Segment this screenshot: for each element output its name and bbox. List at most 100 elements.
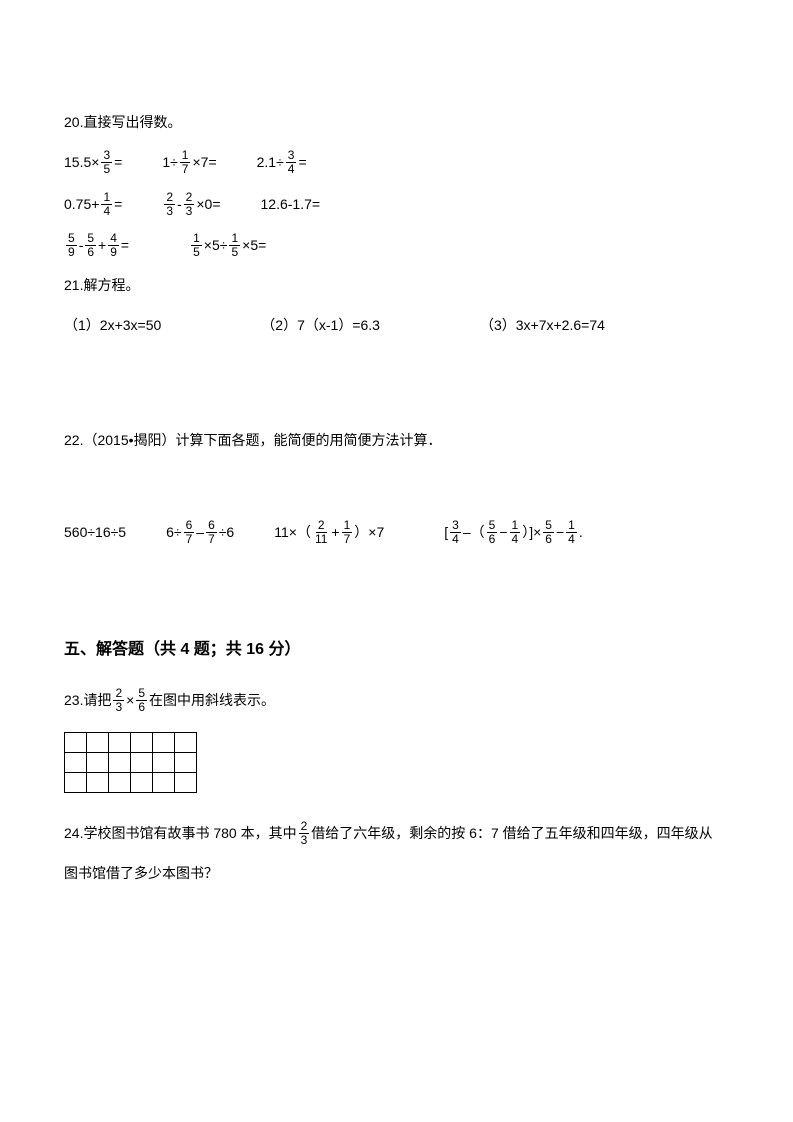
grid-cell	[65, 773, 87, 793]
frac-3-4: 34	[286, 149, 297, 176]
q20r3-s1: -	[79, 233, 84, 258]
frac-1-7: 17	[180, 149, 191, 176]
q21c: （3）3x+7x+2.6=74	[480, 313, 605, 338]
q20r3b-mid: ×5÷	[204, 233, 228, 258]
q22p1: 560÷16÷5	[64, 520, 126, 545]
q20-row1: 15.5× 35 = 1÷ 17 ×7= 2.1÷ 34 =	[64, 149, 729, 176]
q21-title-text: 21.解方程。	[64, 277, 139, 293]
frac-3-5: 35	[101, 149, 112, 176]
q20r1b-post: ×7=	[192, 150, 216, 175]
q22p4-s1: –（	[463, 520, 485, 545]
q20-title: 20.直接写出得数。	[64, 110, 729, 135]
frac-5-6: 56	[85, 232, 96, 259]
q22p4-s2: −	[499, 520, 507, 545]
q22p2-pre: 6	[166, 520, 174, 545]
grid-cell	[109, 773, 131, 793]
grid-table	[64, 732, 197, 793]
grid-cell	[175, 733, 197, 753]
q20r2a-pre: 0.75+	[64, 192, 99, 217]
q22p3-post: ）×7	[354, 520, 384, 545]
q24-post: 借给了六年级，剩余的按 6：7 借给了五年级和四年级，四年级从	[311, 821, 712, 846]
grid-cell	[131, 753, 153, 773]
grid-cell	[153, 733, 175, 753]
grid-cell	[109, 733, 131, 753]
section5-title-text: 五、解答题（共 4 题；共 16 分）	[64, 641, 300, 658]
frac-5-9: 59	[66, 232, 77, 259]
grid-cell	[175, 753, 197, 773]
frac-4-9: 49	[108, 232, 119, 259]
grid-cell	[87, 773, 109, 793]
q23-pre: 23.请把	[64, 688, 111, 713]
q22p2-div: ÷	[174, 520, 182, 545]
q20r2a-post: =	[114, 192, 122, 217]
q21b: （2）7（x-1）=6.3	[261, 313, 380, 338]
grid-cell	[65, 753, 87, 773]
q24-line1: 24.学校图书馆有故事书 780 本，其中 23 借给了六年级，剩余的按 6：7…	[64, 820, 729, 847]
q22p2-mid: –	[196, 520, 204, 545]
q20-title-text: 20.直接写出得数。	[64, 114, 181, 130]
q22-title-text: 22.（2015•揭阳）计算下面各题，能简便的用简便方法计算．	[64, 432, 442, 448]
grid-cell	[87, 733, 109, 753]
grid-cell	[153, 773, 175, 793]
q22p4-s3: ）]×	[522, 520, 541, 545]
q22p4-post: .	[579, 520, 583, 545]
q20r2b-mid: -	[177, 192, 182, 217]
q23-grid	[64, 732, 197, 793]
q24-pre: 24.学校图书馆有故事书 780 本，其中	[64, 821, 297, 846]
q20r1a-pre: 15.5×	[64, 150, 99, 175]
q23-mid: ×	[126, 688, 134, 713]
frac-1-4c: 14	[566, 519, 577, 546]
q22p3-pre: 11×（	[274, 520, 311, 545]
q20r1c-post: =	[298, 150, 306, 175]
q20r3-s2: +	[98, 233, 106, 258]
q20r1c-pre: 2.1÷	[257, 150, 284, 175]
frac-6-7a: 67	[184, 519, 195, 546]
grid-cell	[175, 773, 197, 793]
q21-row: （1）2x+3x=50 （2）7（x-1）=6.3 （3）3x+7x+2.6=7…	[64, 313, 729, 338]
grid-cell	[65, 733, 87, 753]
frac-2-3d: 23	[299, 820, 310, 847]
q22p4-pre: [	[444, 520, 448, 545]
grid-cell	[131, 733, 153, 753]
q20r1a-post: =	[114, 150, 122, 175]
q23-post: 在图中用斜线表示。	[149, 688, 275, 713]
q20r3-post: =	[121, 233, 129, 258]
grid-cell	[87, 753, 109, 773]
q22p4-s4: −	[556, 520, 564, 545]
q24-line2-text: 图书馆借了多少本图书？	[64, 865, 218, 881]
q21a: （1）2x+3x=50	[64, 313, 161, 338]
q22-row: 560÷16÷5 6 ÷ 67 – 67 ÷6 11×（ 211 + 17 ）×…	[64, 519, 729, 546]
q24-line2: 图书馆借了多少本图书？	[64, 861, 729, 886]
q20-row3: 59 - 56 + 49 = 15 ×5÷ 15 ×5=	[64, 232, 729, 259]
frac-5-6d: 56	[136, 687, 147, 714]
grid-cell	[109, 753, 131, 773]
q22-title: 22.（2015•揭阳）计算下面各题，能简便的用简便方法计算．	[64, 428, 729, 453]
frac-6-7b: 67	[206, 519, 217, 546]
section5-title: 五、解答题（共 4 题；共 16 分）	[64, 636, 729, 665]
q20-row2: 0.75+ 14 = 23 - 23 ×0= 12.6-1.7=	[64, 191, 729, 218]
q20r1b-pre: 1÷	[162, 150, 177, 175]
q20r2b-post: ×0=	[196, 192, 220, 217]
q22p2-post: ÷6	[219, 520, 234, 545]
spacer	[64, 467, 729, 519]
frac-1-5b: 15	[229, 232, 240, 259]
frac-1-4: 14	[101, 191, 112, 218]
frac-1-4b: 14	[510, 519, 521, 546]
frac-2-3c: 23	[113, 687, 124, 714]
frac-2-3a: 23	[164, 191, 175, 218]
frac-2-3b: 23	[184, 191, 195, 218]
grid-cell	[131, 773, 153, 793]
grid-cell	[153, 753, 175, 773]
frac-1-7: 17	[342, 519, 353, 546]
frac-2-11: 211	[313, 519, 329, 546]
q20r3b-post: ×5=	[242, 233, 266, 258]
frac-3-4: 34	[450, 519, 461, 546]
frac-5-6c: 56	[543, 519, 554, 546]
frac-5-6b: 56	[487, 519, 498, 546]
spacer	[64, 338, 729, 428]
q21-title: 21.解方程。	[64, 273, 729, 298]
q22p3-plus: +	[331, 520, 339, 545]
q20r2c: 12.6-1.7=	[261, 192, 321, 217]
frac-1-5a: 15	[191, 232, 202, 259]
q23-line: 23.请把 23 × 56 在图中用斜线表示。	[64, 687, 729, 714]
